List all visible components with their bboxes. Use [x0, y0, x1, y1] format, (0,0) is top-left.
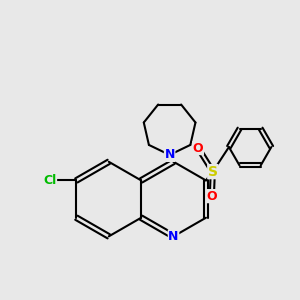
Text: O: O — [193, 142, 203, 154]
Text: N: N — [168, 230, 179, 243]
Text: S: S — [208, 165, 218, 178]
Text: Cl: Cl — [43, 174, 56, 187]
Text: N: N — [164, 148, 175, 161]
Text: O: O — [206, 190, 217, 202]
